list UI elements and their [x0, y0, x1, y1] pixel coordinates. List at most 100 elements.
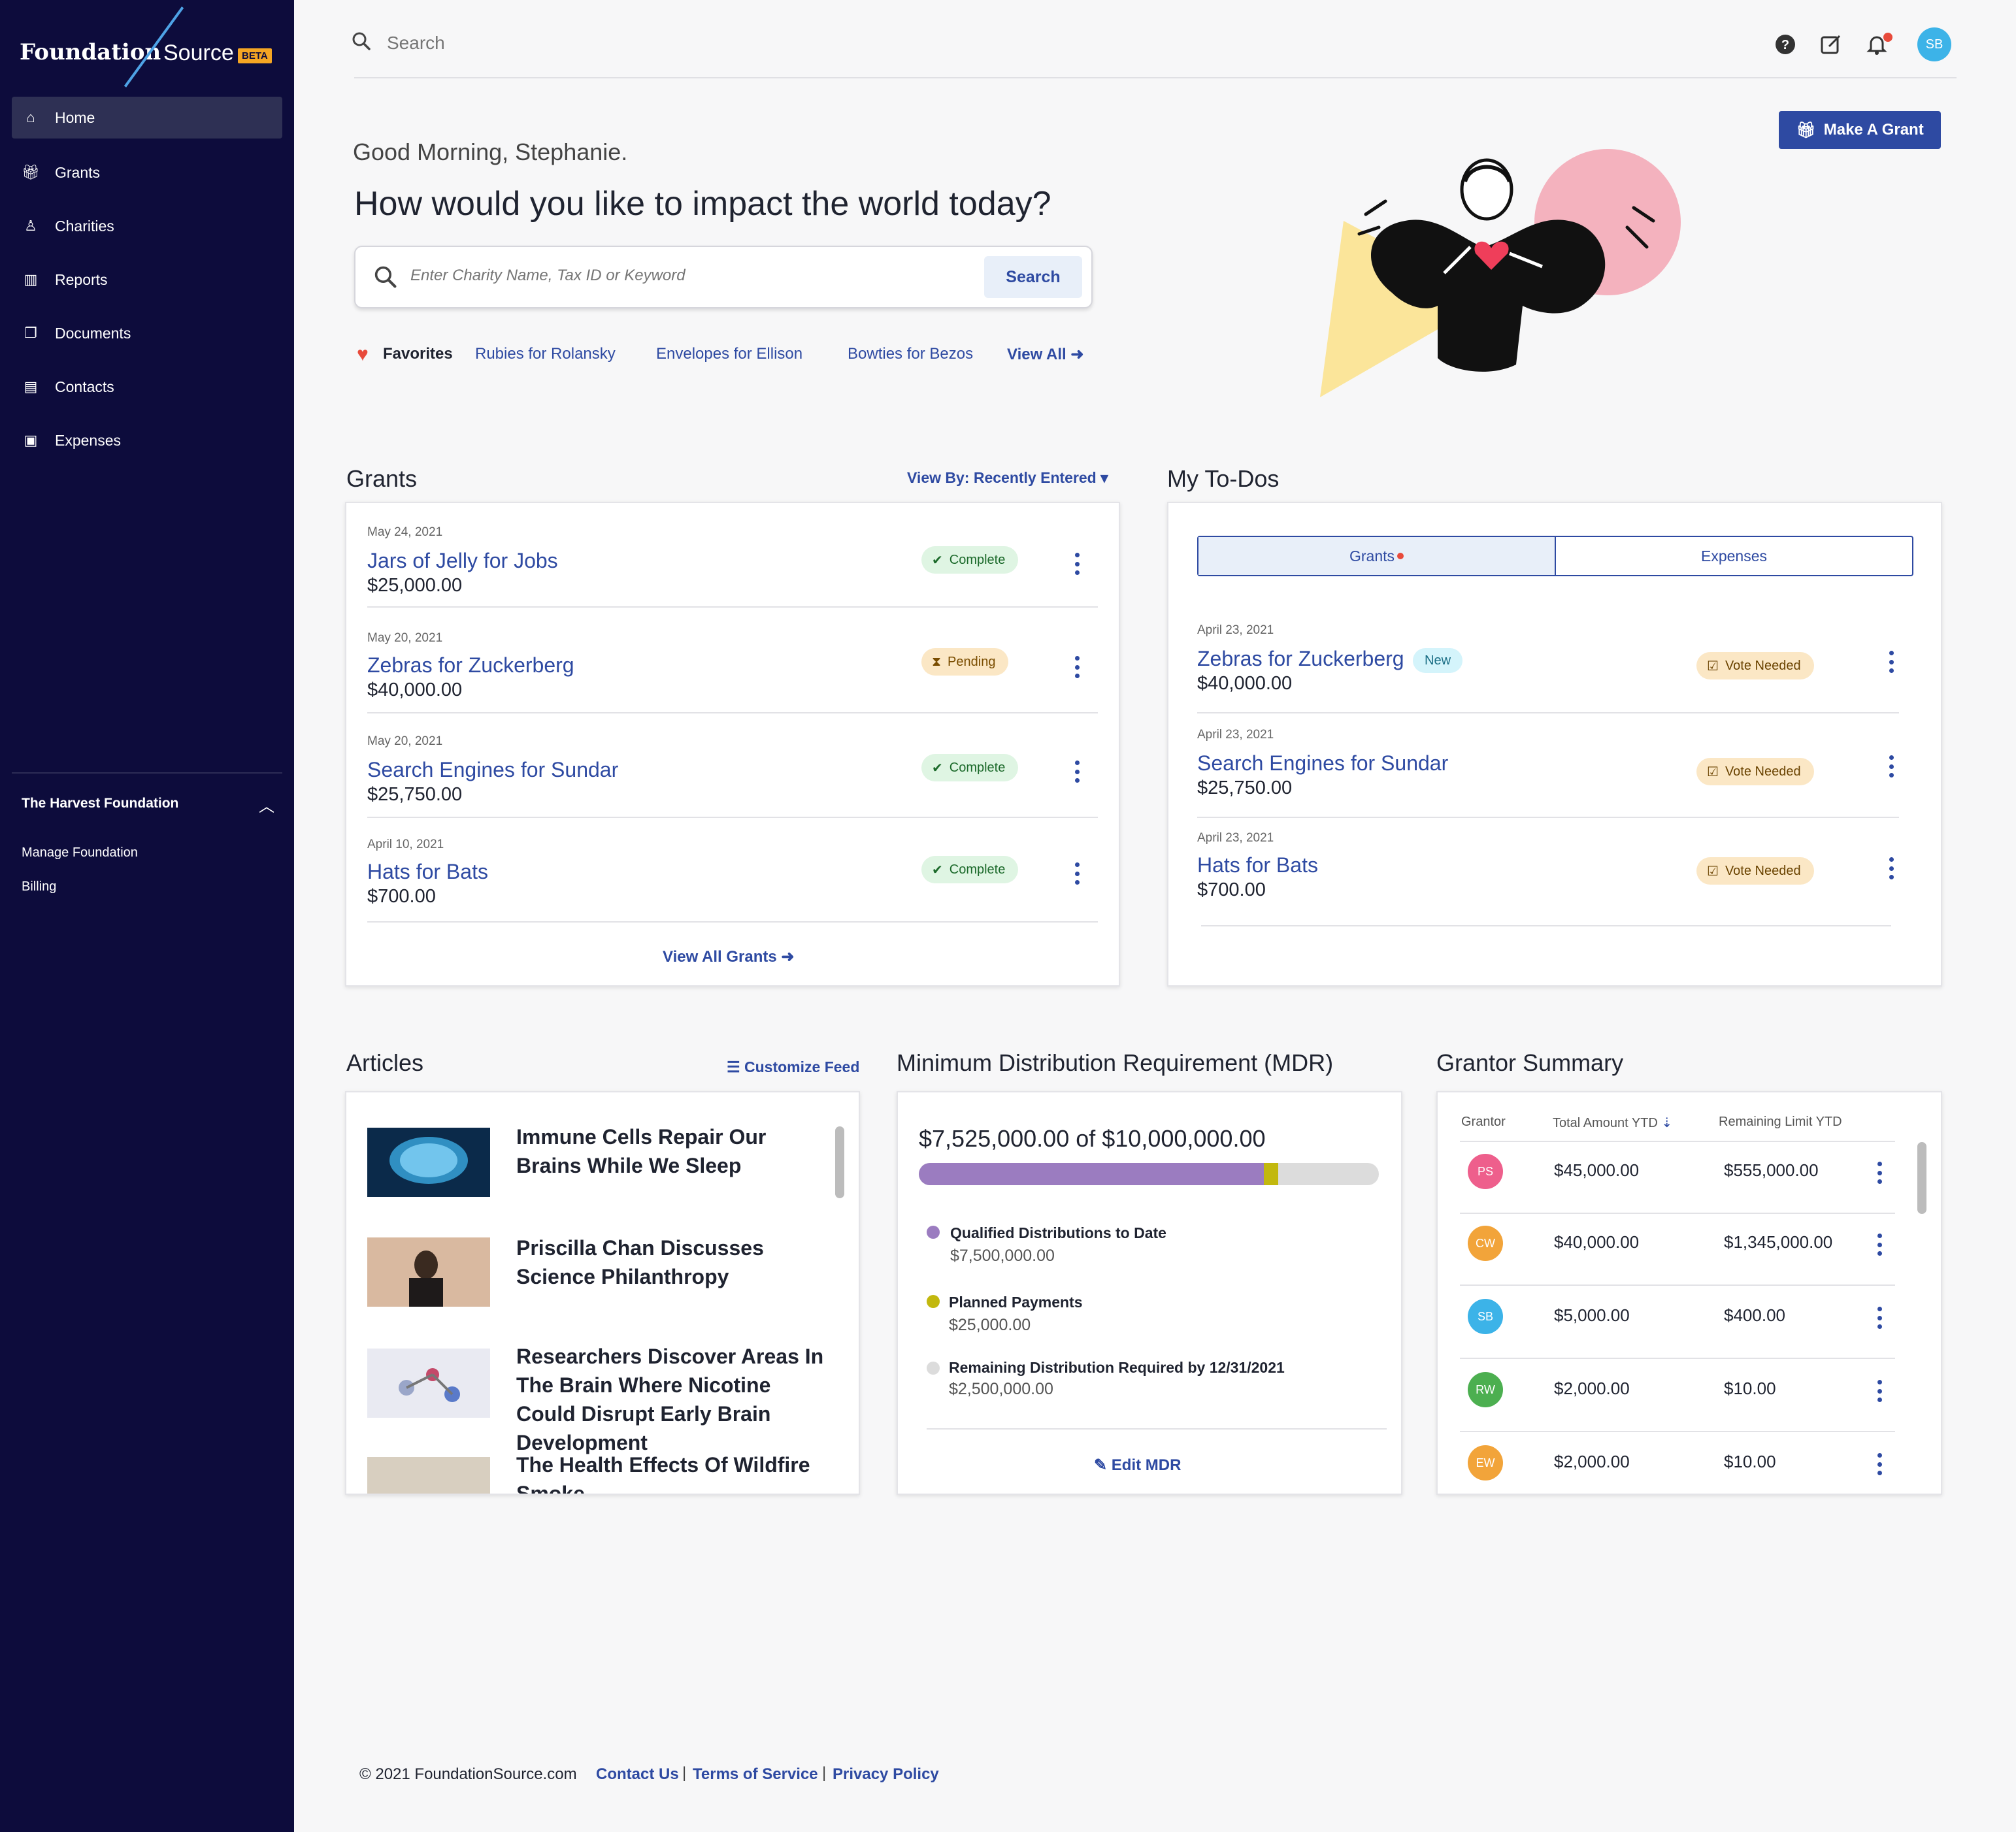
status-label: Complete — [949, 760, 1006, 775]
heart-icon: ♥ — [357, 344, 369, 365]
grantor-total: $40,000.00 — [1554, 1232, 1640, 1252]
make-a-grant-button[interactable]: 🎁︎ Make A Grant — [1779, 111, 1941, 149]
row-menu-icon[interactable] — [1885, 857, 1898, 879]
grantor-remaining: $400.00 — [1724, 1305, 1785, 1325]
sidebar-item-charities[interactable]: ♙ Charities — [12, 205, 282, 247]
row-menu-icon[interactable] — [1070, 656, 1083, 678]
home-icon: ⌂ — [26, 109, 35, 125]
sidebar-item-grants[interactable]: 🎁︎ Grants — [12, 152, 282, 193]
search-icon[interactable] — [352, 31, 378, 57]
help-icon[interactable]: ? — [1772, 31, 1798, 57]
grant-date: May 20, 2021 — [367, 631, 443, 645]
user-avatar[interactable]: SB — [1917, 27, 1951, 61]
article-title-link[interactable]: Priscilla Chan Discusses Science Philant… — [516, 1236, 764, 1288]
grant-name-link[interactable]: Jars of Jelly for Jobs — [367, 549, 558, 572]
ballot-icon: ☑ — [1707, 764, 1719, 779]
tab-expenses[interactable]: Expenses — [1556, 537, 1912, 575]
sidebar-item-expenses[interactable]: ▣ Expenses — [12, 419, 282, 461]
mdr-total: $7,525,000.00 of $10,000,000.00 — [919, 1125, 1266, 1152]
tab-grants[interactable]: Grants — [1198, 537, 1556, 575]
grants-card — [345, 502, 1120, 987]
new-badge: New — [1413, 648, 1463, 673]
articles-scrollbar[interactable] — [835, 1126, 844, 1198]
todo-name-link[interactable]: Hats for Bats — [1197, 853, 1318, 877]
favorite-link[interactable]: Envelopes for Ellison — [656, 345, 803, 363]
global-search-input[interactable] — [387, 33, 714, 54]
status-badge: ☑ Vote Needed — [1696, 652, 1814, 679]
sidebar-item-contacts[interactable]: ▤ Contacts — [12, 366, 282, 408]
footer-separator: | — [822, 1764, 827, 1782]
grant-amount: $25,750.00 — [367, 784, 463, 805]
manage-foundation-link[interactable]: Manage Foundation — [22, 845, 138, 860]
compose-icon[interactable] — [1818, 31, 1844, 57]
article-thumbnail[interactable] — [367, 1457, 490, 1494]
status-badge: ✔ Complete — [921, 856, 1019, 883]
grant-name-link[interactable]: Zebras for Zuckerberg — [367, 653, 574, 677]
customize-feed-link[interactable]: ☰ Customize Feed — [727, 1058, 859, 1076]
article-thumbnail[interactable] — [367, 1349, 490, 1418]
favorite-link[interactable]: Rubies for Rolansky — [475, 345, 616, 363]
billing-link[interactable]: Billing — [22, 879, 57, 894]
article-thumbnail[interactable] — [367, 1128, 490, 1197]
mdr-card — [897, 1091, 1402, 1495]
check-circle-icon: ✔ — [932, 862, 943, 877]
todo-date: April 23, 2021 — [1197, 623, 1274, 637]
row-menu-icon[interactable] — [1070, 761, 1083, 783]
sidebar-item-documents[interactable]: ❐ Documents — [12, 312, 282, 354]
row-menu-icon[interactable] — [1885, 755, 1898, 777]
sidebar-item-home[interactable]: ⌂ Home — [12, 97, 282, 139]
sidebar-item-label: Contacts — [55, 378, 114, 395]
grantor-total: $45,000.00 — [1554, 1160, 1640, 1180]
row-menu-icon[interactable] — [1873, 1453, 1886, 1475]
foundation-source-logo[interactable]: Foundation Source BETA — [20, 7, 281, 98]
charity-search-button[interactable]: Search — [984, 256, 1082, 298]
arrow-right-icon: ➜ — [1070, 346, 1084, 363]
row-menu-icon[interactable] — [1070, 553, 1083, 575]
row-divider — [1460, 1358, 1895, 1359]
sort-icon: ⇣ — [1661, 1116, 1673, 1130]
mdr-legend-label: Remaining Distribution Required by 12/31… — [949, 1359, 1285, 1376]
todo-name-link[interactable]: Search Engines for Sundar — [1197, 751, 1449, 775]
contact-us-link[interactable]: Contact Us — [596, 1765, 679, 1783]
svg-text:?: ? — [1781, 38, 1789, 52]
todo-name-link[interactable]: Zebras for Zuckerberg — [1197, 647, 1404, 670]
article-title-link[interactable]: The Health Effects Of Wildfire Smoke — [516, 1453, 810, 1494]
hourglass-icon: ⧗ — [932, 654, 942, 669]
row-divider — [367, 921, 1098, 923]
column-header-total[interactable]: Total Amount YTD ⇣ — [1553, 1115, 1672, 1131]
foundation-switcher[interactable]: The Harvest Foundation — [22, 796, 179, 811]
grantor-section-title: Grantor Summary — [1436, 1049, 1624, 1076]
todo-amount: $700.00 — [1197, 879, 1266, 900]
sidebar-item-reports[interactable]: ▥ Reports — [12, 259, 282, 301]
edit-mdr-link[interactable]: ✎ Edit MDR — [1094, 1456, 1181, 1475]
view-by-dropdown[interactable]: View By: Recently Entered ▾ — [907, 469, 1108, 487]
terms-of-service-link[interactable]: Terms of Service — [693, 1765, 818, 1783]
row-menu-icon[interactable] — [1873, 1307, 1886, 1329]
grant-name-link[interactable]: Search Engines for Sundar — [367, 758, 619, 781]
row-divider — [1197, 712, 1899, 713]
row-menu-icon[interactable] — [1885, 651, 1898, 673]
row-menu-icon[interactable] — [1873, 1162, 1886, 1184]
charity-search-input[interactable] — [410, 267, 933, 285]
favorites-view-all-link[interactable]: View All ➜ — [1007, 345, 1083, 364]
bell-icon[interactable] — [1864, 31, 1890, 57]
mdr-legend-label: Qualified Distributions to Date — [950, 1224, 1166, 1241]
privacy-policy-link[interactable]: Privacy Policy — [833, 1765, 939, 1783]
row-menu-icon[interactable] — [1873, 1380, 1886, 1402]
row-divider — [367, 606, 1098, 608]
header-divider — [1460, 1141, 1895, 1142]
favorite-link[interactable]: Bowties for Bezos — [848, 345, 974, 363]
article-thumbnail[interactable] — [367, 1237, 490, 1307]
legend-dot — [927, 1295, 940, 1308]
grant-date: April 10, 2021 — [367, 838, 444, 851]
row-menu-icon[interactable] — [1873, 1234, 1886, 1256]
view-all-grants-link[interactable]: View All Grants ➜ — [663, 947, 795, 966]
chevron-up-icon[interactable]: ︿ — [259, 798, 274, 815]
article-title-link[interactable]: Researchers Discover Areas In The Brain … — [516, 1345, 824, 1454]
money-icon: ▣ — [24, 432, 38, 448]
grant-name-link[interactable]: Hats for Bats — [367, 860, 488, 883]
row-menu-icon[interactable] — [1070, 862, 1083, 885]
article-title-link[interactable]: Immune Cells Repair Our Brains While We … — [516, 1125, 767, 1177]
grantor-scrollbar[interactable] — [1917, 1142, 1926, 1214]
search-icon — [374, 265, 397, 292]
